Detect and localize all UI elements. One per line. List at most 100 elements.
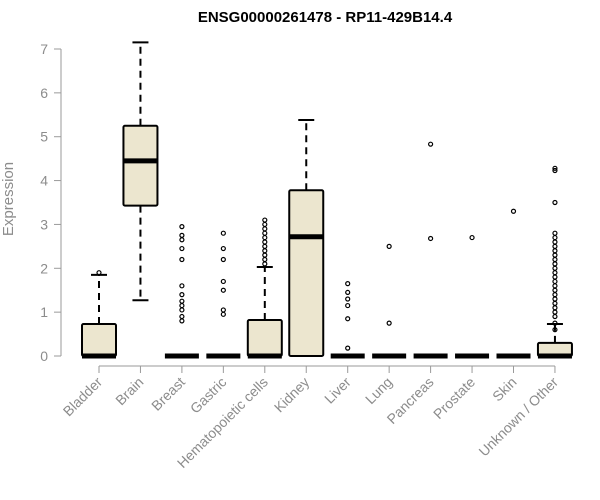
box-group <box>455 234 490 359</box>
outlier-point <box>345 345 351 351</box>
y-tick-label: 2 <box>40 260 48 276</box>
box-group <box>536 165 573 359</box>
outlier-point <box>552 252 558 258</box>
outlier-point <box>179 256 185 263</box>
outlier-point <box>552 243 558 249</box>
x-tick-label: Prostate <box>430 374 478 422</box>
outlier-point <box>179 232 185 238</box>
outlier-point <box>179 224 185 230</box>
outlier-point <box>262 234 268 241</box>
outlier-point <box>262 239 268 245</box>
y-tick-label: 4 <box>40 173 48 189</box>
outlier-point <box>262 221 268 228</box>
outlier-point <box>552 265 558 271</box>
outlier-point <box>179 298 185 304</box>
outlier-point <box>552 248 558 254</box>
outlier-point <box>552 300 558 306</box>
outlier-point <box>262 256 268 263</box>
outlier-point <box>220 307 226 313</box>
outlier-point <box>552 287 558 293</box>
outlier-point <box>552 261 558 267</box>
x-tick-label: Unknown / Other <box>475 374 561 460</box>
outlier-point <box>552 283 558 289</box>
box <box>122 124 159 207</box>
outlier-point <box>552 165 558 171</box>
y-tick-label: 6 <box>40 85 48 101</box>
outlier-point <box>179 302 185 309</box>
outlier-point <box>428 141 434 147</box>
x-tick-label: Brain <box>112 374 146 408</box>
x-tick-label: Bladder <box>60 374 106 420</box>
outlier-point <box>345 302 351 309</box>
outlier-point <box>552 234 558 241</box>
outlier-point <box>220 287 226 293</box>
box-group <box>372 243 407 359</box>
outlier-point <box>552 313 558 320</box>
outlier-point <box>179 245 185 252</box>
outlier-point <box>179 313 185 320</box>
y-axis: 0 1 2 3 4 5 6 7 <box>40 41 62 364</box>
outlier-point <box>386 243 392 249</box>
outlier-point <box>262 248 268 254</box>
x-tick-label: Skin <box>489 374 520 405</box>
x-tick-label: Liver <box>321 374 354 407</box>
outlier-point <box>179 237 185 243</box>
outlier-point <box>552 239 558 245</box>
outlier-point <box>220 245 226 252</box>
y-tick-label: 0 <box>40 348 48 364</box>
outlier-point <box>552 230 558 236</box>
x-tick-label: Kidney <box>271 374 313 416</box>
box-group <box>496 208 531 359</box>
outlier-point <box>262 261 268 267</box>
box-group <box>413 141 448 359</box>
chart-title: ENSG00000261478 - RP11-429B14.4 <box>198 9 453 26</box>
outlier-point <box>552 292 558 298</box>
outlier-point <box>345 289 351 296</box>
box-group <box>206 230 241 359</box>
outlier-point <box>552 320 558 326</box>
outlier-point <box>345 296 351 302</box>
box <box>81 322 117 357</box>
outlier-point <box>262 252 268 258</box>
outlier-point <box>386 320 392 326</box>
box-group <box>288 119 325 357</box>
x-tick-label: Breast <box>148 374 188 414</box>
outlier-point <box>552 305 558 311</box>
y-tick-label: 3 <box>40 216 48 232</box>
outlier-point <box>552 327 558 333</box>
outlier-point <box>510 208 517 214</box>
outlier-point <box>345 316 351 322</box>
box-group <box>330 281 365 359</box>
outlier-point <box>552 309 558 315</box>
plot-area <box>81 41 573 359</box>
outlier-point <box>552 270 558 276</box>
outlier-point <box>262 217 268 223</box>
outlier-point <box>96 270 102 276</box>
outlier-point <box>179 292 185 298</box>
box <box>288 189 325 357</box>
x-tick-label: Lung <box>362 374 395 407</box>
box-group <box>122 41 159 302</box>
outlier-point <box>262 226 268 232</box>
outlier-point <box>552 274 558 280</box>
outlier-point <box>179 307 185 313</box>
outlier-point <box>428 235 434 242</box>
outlier-point <box>220 230 226 236</box>
outlier-point <box>262 243 268 249</box>
outlier-point <box>220 311 226 317</box>
box-group <box>246 217 283 359</box>
y-tick-label: 1 <box>40 304 48 320</box>
outlier-point <box>552 278 558 285</box>
box-group <box>81 270 117 359</box>
outlier-point <box>552 256 558 263</box>
outlier-point <box>220 278 226 285</box>
outlier-point <box>179 283 185 289</box>
outlier-point <box>262 230 268 236</box>
box <box>246 319 283 357</box>
outlier-point <box>220 256 226 263</box>
outlier-point <box>469 234 475 241</box>
box-group <box>164 224 199 359</box>
outlier-point <box>552 296 558 302</box>
